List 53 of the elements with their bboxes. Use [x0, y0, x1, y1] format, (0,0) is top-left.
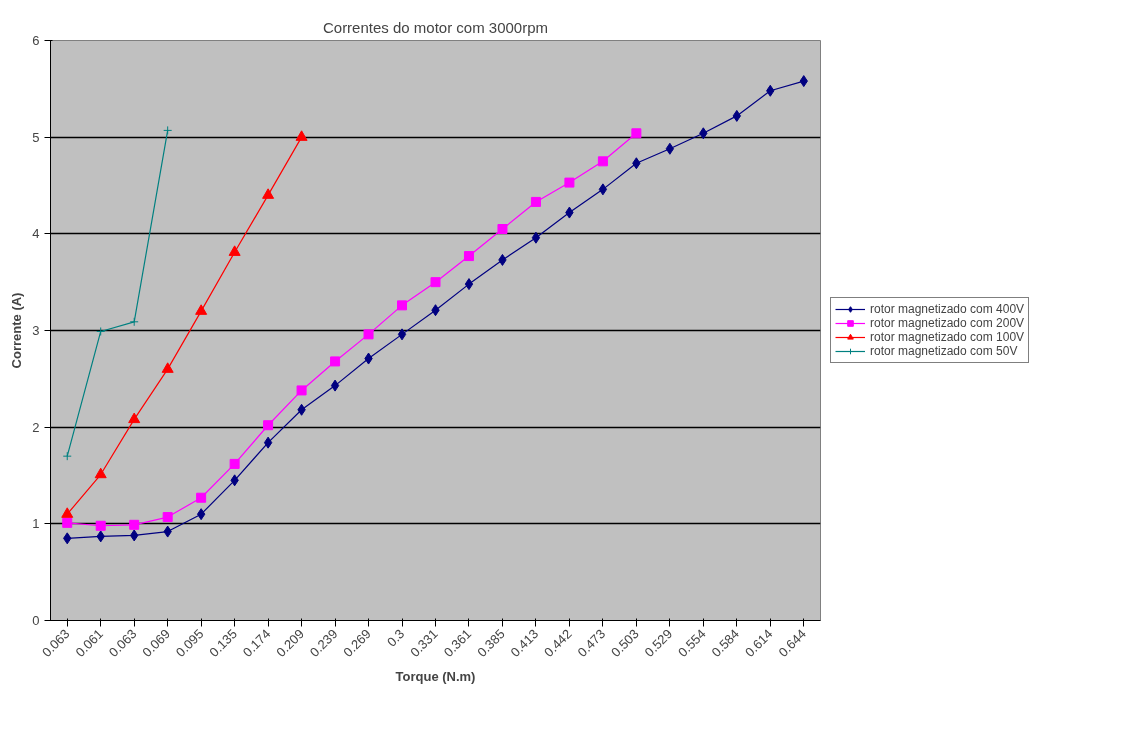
point	[564, 177, 575, 188]
x-axis-title: Torque (N.m)	[395, 668, 476, 684]
point	[263, 420, 274, 431]
point	[464, 278, 474, 291]
point	[196, 508, 206, 521]
point	[295, 130, 308, 141]
point	[129, 317, 139, 327]
y-axis-title: Corrente (A)	[9, 292, 25, 369]
point	[463, 251, 474, 262]
point	[665, 142, 675, 155]
point	[129, 519, 140, 530]
point	[530, 196, 541, 207]
point	[262, 188, 275, 199]
point	[128, 412, 141, 424]
point	[161, 362, 174, 373]
point	[330, 356, 341, 367]
y-tick-label: 2	[32, 419, 40, 435]
point	[531, 231, 541, 244]
point	[62, 517, 73, 528]
point	[598, 183, 608, 196]
legend-label: rotor magnetizado com 100V	[870, 330, 1025, 344]
point	[597, 156, 608, 167]
y-tick-label: 4	[32, 226, 40, 242]
y-tick-label: 1	[32, 516, 40, 532]
point	[196, 492, 207, 503]
y-tick-label: 5	[32, 129, 40, 145]
point	[94, 467, 107, 479]
point	[229, 458, 240, 469]
point	[163, 125, 173, 135]
x-tick-label: 0.3	[383, 626, 408, 650]
point	[631, 128, 642, 139]
y-tick-label: 0	[32, 613, 40, 628]
chart-title: Correntes do motor com 3000rpm	[322, 18, 549, 36]
point	[330, 379, 340, 392]
point	[62, 451, 72, 461]
point	[95, 520, 106, 531]
y-tick-label: 3	[32, 323, 40, 338]
point	[195, 304, 208, 315]
y-tick-label: 6	[32, 33, 40, 48]
legend-label: rotor magnetizado com 200V	[870, 316, 1025, 330]
legend-label: rotor magnetizado com 400V	[870, 302, 1025, 316]
point	[363, 329, 374, 340]
legend-label: rotor magnetizado com 50V	[870, 344, 1018, 358]
point	[61, 507, 74, 518]
point	[96, 326, 106, 336]
point	[162, 512, 173, 523]
point	[430, 277, 441, 288]
point	[263, 436, 273, 449]
point	[397, 300, 408, 311]
point	[497, 224, 508, 234]
point	[296, 385, 307, 396]
point	[228, 245, 241, 256]
point	[397, 328, 407, 341]
